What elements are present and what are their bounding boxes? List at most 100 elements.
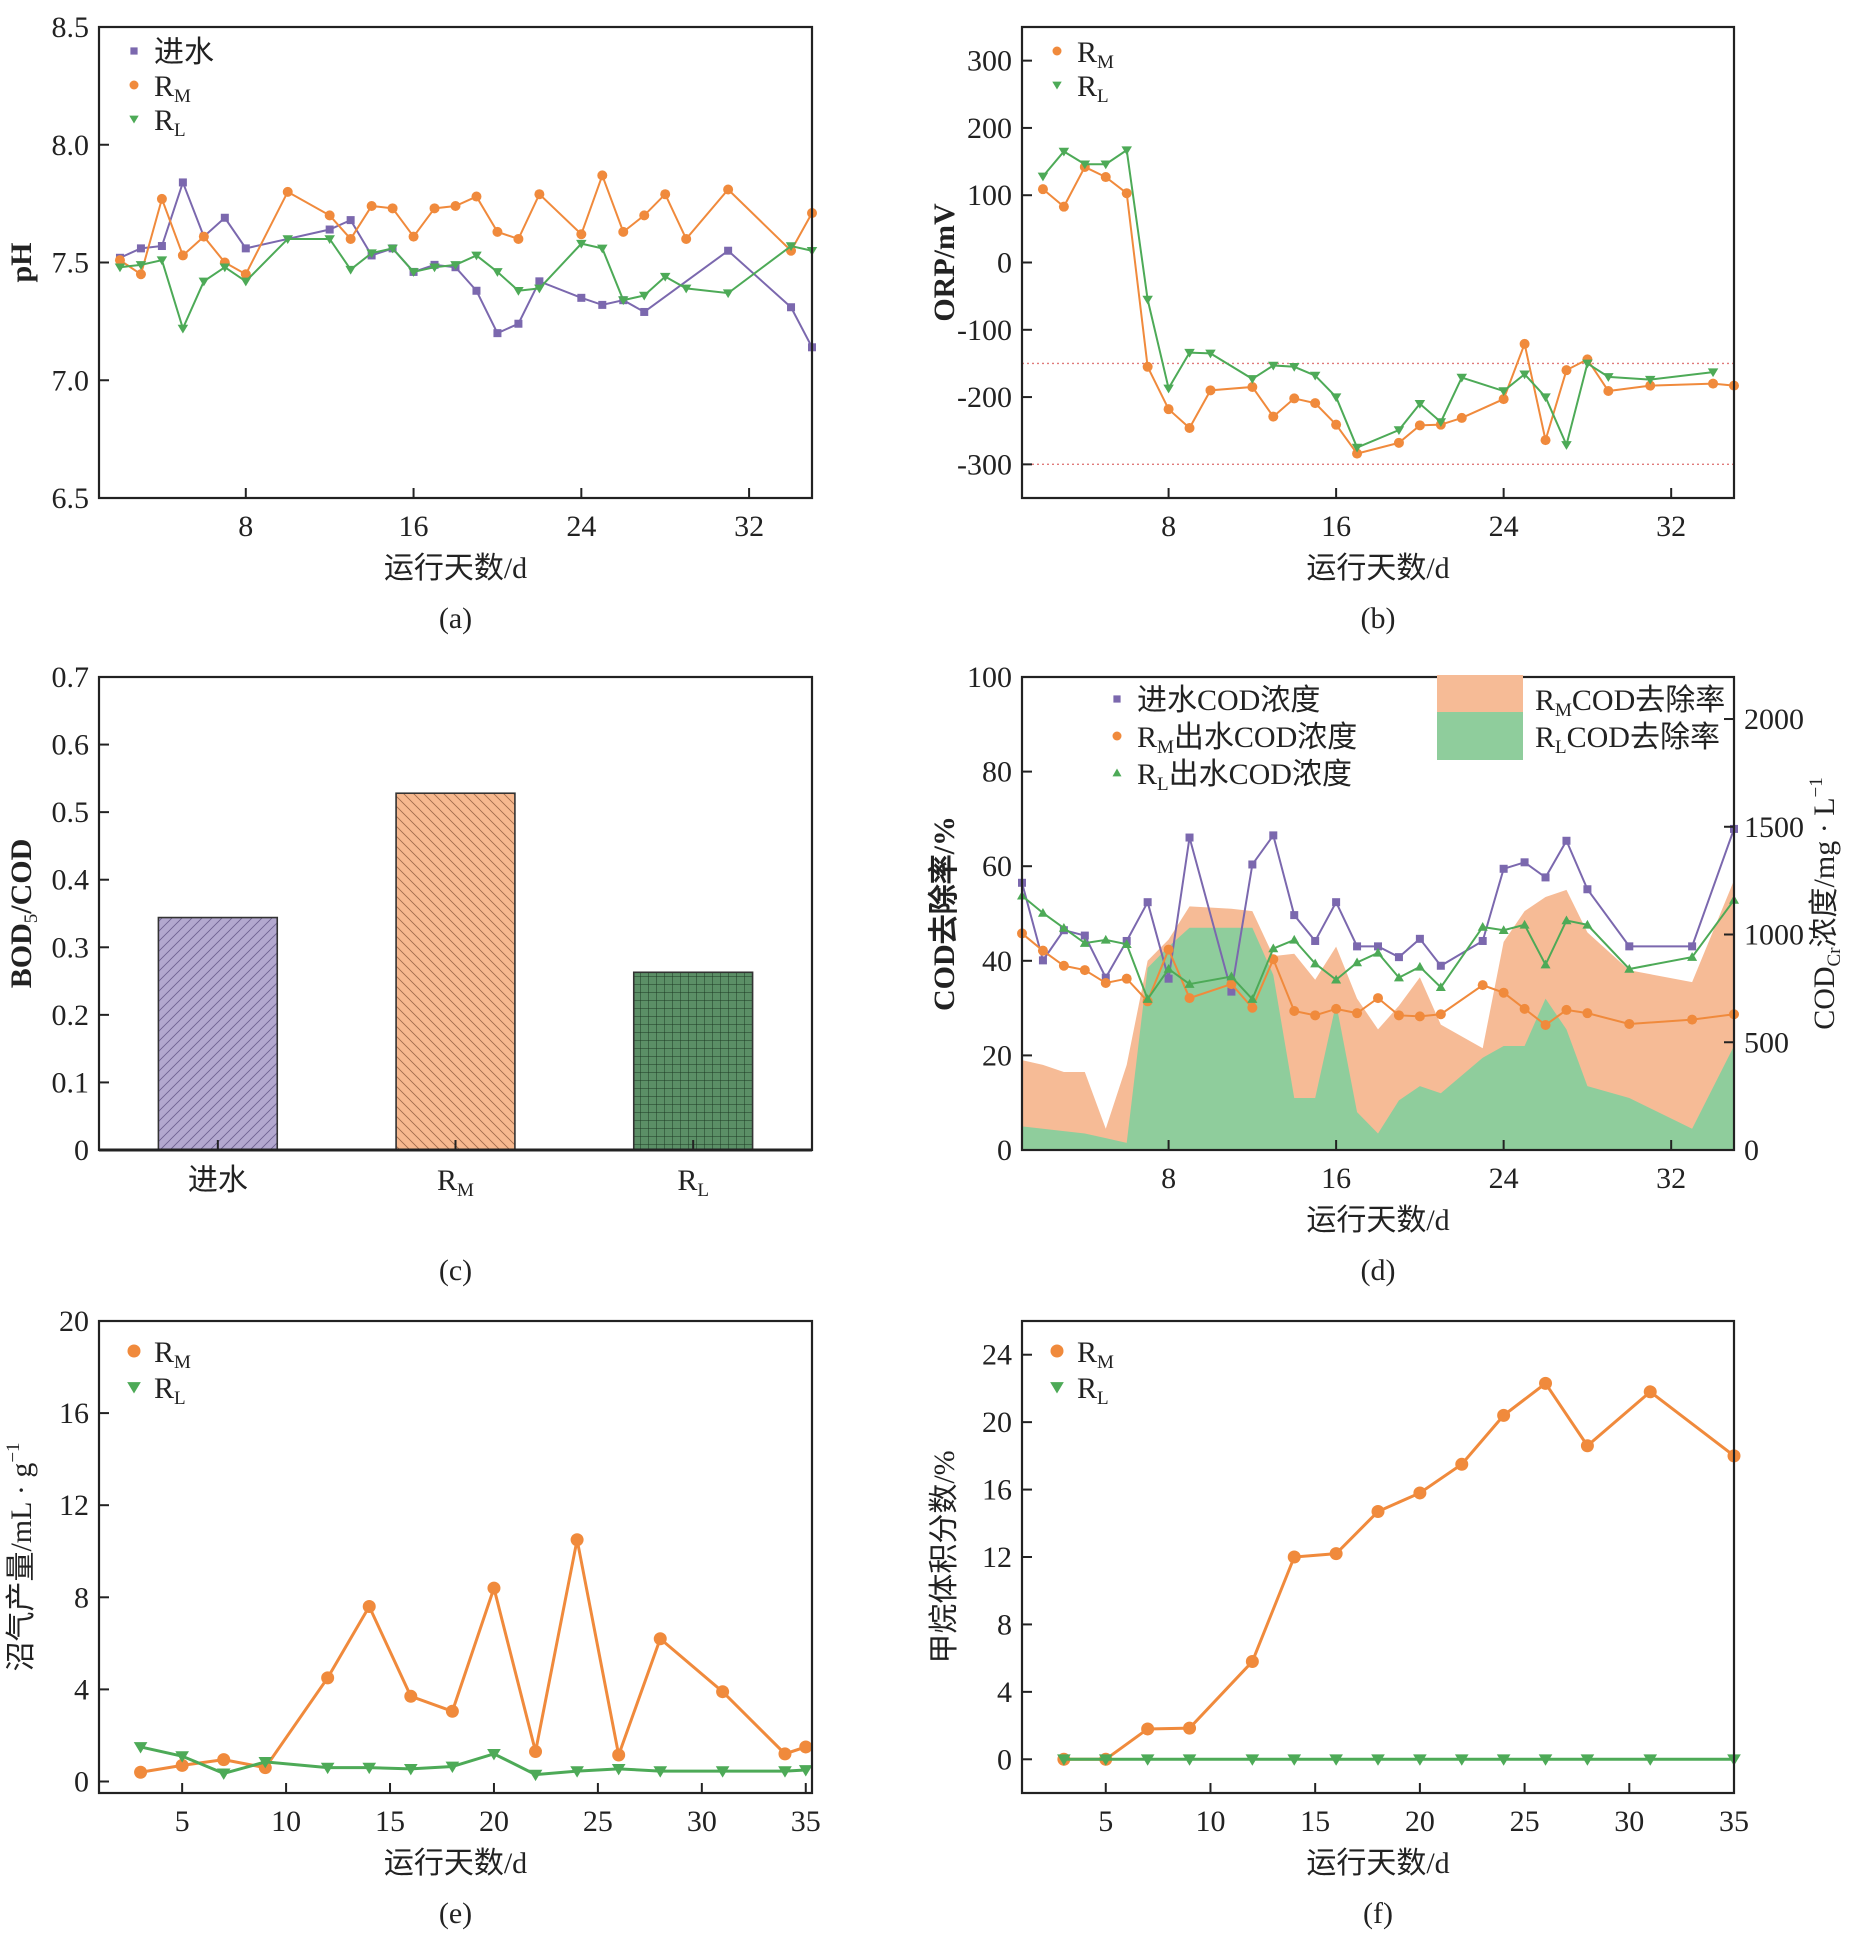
y-axis-title-main: 沼气产量/mL · g <box>5 1463 38 1672</box>
legend-label-sub: L <box>1097 86 1109 107</box>
data-point <box>534 189 545 200</box>
data-point <box>1413 1486 1427 1500</box>
legend-label: RM <box>1077 36 1114 73</box>
data-point <box>1121 146 1132 156</box>
data-point <box>611 1763 626 1776</box>
data-point <box>612 1748 626 1762</box>
data-point <box>798 1765 813 1777</box>
data-point <box>1248 860 1257 869</box>
x-tick-label: RM <box>437 1164 474 1201</box>
y-right-tick-label: 0 <box>1744 1134 1759 1167</box>
data-point <box>787 303 796 312</box>
y-axis-title-sup: −1 <box>3 1442 24 1462</box>
data-point <box>576 229 587 240</box>
data-point <box>1580 1439 1594 1453</box>
data-point <box>1413 1754 1427 1766</box>
data-point <box>324 210 335 221</box>
data-point <box>1519 919 1530 929</box>
y-axis-title: 沼气产量/mL · g−1 <box>3 1442 38 1671</box>
data-point <box>570 1533 584 1547</box>
data-point <box>1456 373 1468 383</box>
data-point <box>577 293 586 302</box>
y-tick-label: 8 <box>997 1608 1012 1641</box>
y-tick-label: 6.5 <box>52 482 90 515</box>
x-tick-label: 24 <box>1489 510 1519 543</box>
legend-label: RM <box>154 1336 191 1373</box>
legend-marker-rl <box>1050 1382 1064 1394</box>
data-point <box>1436 961 1445 970</box>
data-point <box>1268 943 1279 953</box>
data-point <box>1371 1504 1385 1518</box>
data-point <box>1497 1408 1511 1422</box>
data-point <box>528 1769 543 1782</box>
legend-marker-rm <box>129 80 139 90</box>
data-point <box>1519 338 1530 349</box>
series-line-RL <box>140 1745 806 1777</box>
data-point <box>325 225 334 234</box>
plot-frame <box>1020 675 1736 1152</box>
data-point <box>1289 393 1300 404</box>
data-point <box>1393 972 1404 982</box>
x-tick-label: 32 <box>1656 1162 1686 1195</box>
data-point <box>799 1740 813 1754</box>
data-point <box>1561 365 1572 376</box>
y-tick-label: 0 <box>997 247 1012 280</box>
y-tick-label: 0 <box>997 1743 1012 1776</box>
y-tick-label: 20 <box>59 1305 89 1338</box>
y-axis-title-main: pH <box>5 242 38 282</box>
data-point <box>156 193 167 204</box>
data-point <box>1310 958 1321 968</box>
y-tick-label: 60 <box>982 850 1012 883</box>
data-point <box>1496 1754 1511 1766</box>
data-point <box>1519 370 1530 380</box>
x-tick-label: 15 <box>1300 1805 1330 1838</box>
x-tick-label: 35 <box>1719 1805 1749 1838</box>
data-point <box>576 239 587 249</box>
data-point <box>1352 957 1363 967</box>
data-point <box>1269 831 1278 840</box>
data-point <box>178 178 187 187</box>
x-tick-label: 35 <box>791 1805 821 1838</box>
y-tick-label: 100 <box>967 179 1012 212</box>
legend-label-sub: M <box>174 86 191 107</box>
y-tick-label: 0.1 <box>52 1066 90 1099</box>
legend-label: RL <box>154 1372 186 1409</box>
data-point <box>1311 936 1320 945</box>
plot-frame <box>97 25 814 500</box>
data-point <box>513 287 524 296</box>
y-tick-label: 12 <box>982 1541 1012 1574</box>
legend-label-main: COD去除率 <box>1567 721 1720 754</box>
y-right-axis-title-sub: Cr <box>1824 947 1845 967</box>
data-point <box>1183 1721 1197 1735</box>
x-tick-label: 15 <box>375 1805 405 1838</box>
data-point <box>1288 363 1300 372</box>
y-axis-title: COD去除率/% <box>927 816 961 1011</box>
data-point <box>450 261 461 270</box>
data-point <box>1184 423 1195 434</box>
legend-label-main: R <box>1077 1336 1097 1369</box>
data-point <box>659 272 671 282</box>
data-point <box>639 210 650 221</box>
area-rl-removal <box>1022 927 1734 1150</box>
data-point <box>778 1747 792 1761</box>
data-point <box>1603 386 1614 397</box>
x-tick-label: 8 <box>1161 510 1176 543</box>
legend-label-sub: M <box>1097 1352 1114 1373</box>
data-point <box>660 189 671 200</box>
data-point <box>1079 160 1091 170</box>
y-axis-title: ORP/mV <box>928 203 961 322</box>
data-point <box>1226 979 1237 990</box>
y-axis-title: BOD5/COD <box>5 839 42 989</box>
x-tick-label-main: R <box>677 1164 697 1197</box>
data-point <box>1329 1547 1343 1561</box>
data-point <box>1310 398 1321 409</box>
data-point <box>1351 443 1363 453</box>
data-point <box>366 249 377 259</box>
data-point <box>1540 959 1551 969</box>
legend-label: RLCOD去除率 <box>1535 721 1720 758</box>
data-point <box>618 226 629 237</box>
data-point <box>1329 1754 1343 1766</box>
data-point <box>1247 375 1258 384</box>
